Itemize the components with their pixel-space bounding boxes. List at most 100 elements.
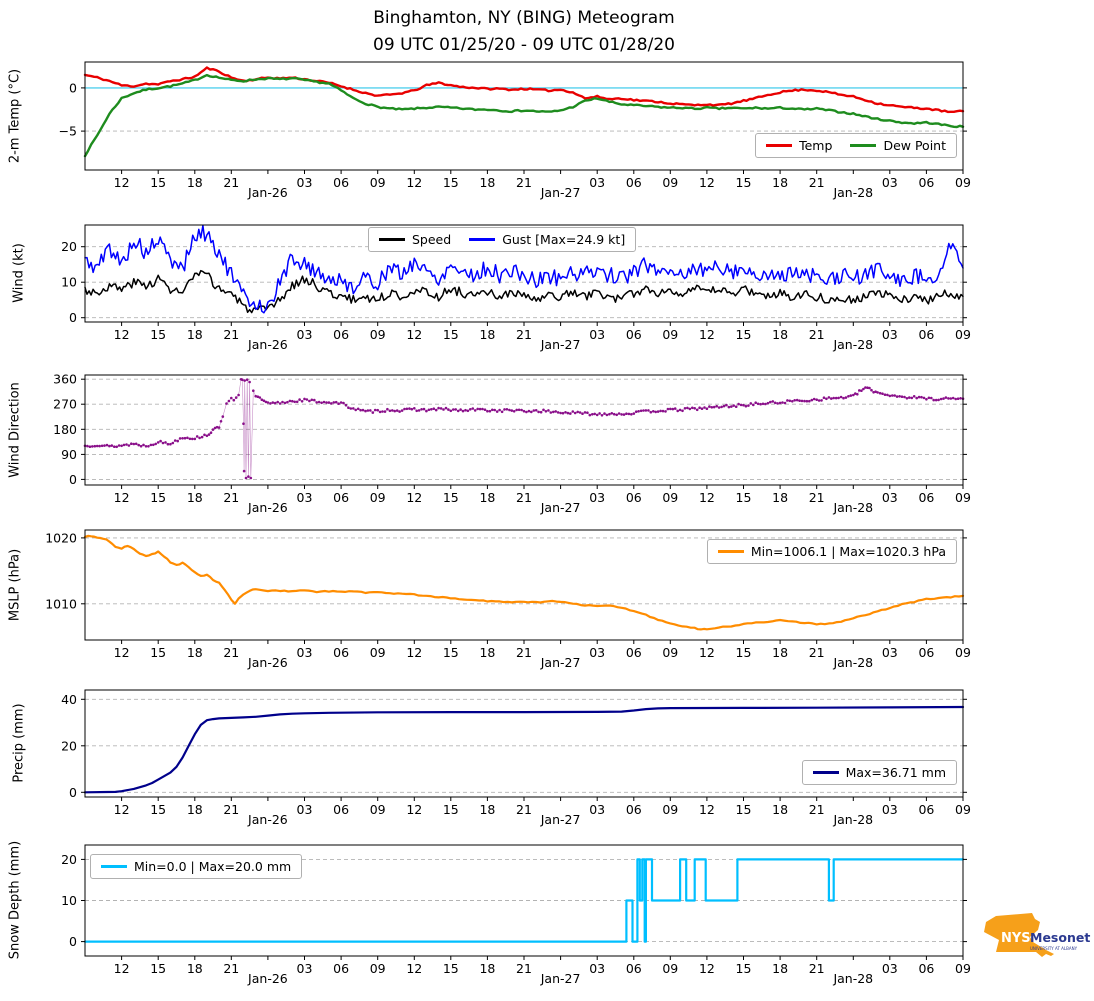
logo-nys-text: NYS (1001, 931, 1031, 946)
svg-text:12: 12 (114, 490, 130, 505)
temp-legend-label: Temp (799, 138, 833, 153)
svg-text:12: 12 (406, 175, 422, 190)
svg-text:0: 0 (69, 472, 77, 487)
gust-line-swatch (469, 238, 496, 241)
svg-text:09: 09 (370, 802, 386, 817)
svg-text:18: 18 (479, 645, 495, 660)
svg-text:06: 06 (918, 961, 934, 976)
svg-text:15: 15 (443, 645, 459, 660)
chart-title-line1: Binghamton, NY (BING) Meteogram (373, 8, 675, 28)
svg-text:Jan-26: Jan-26 (247, 971, 288, 986)
svg-text:06: 06 (333, 802, 349, 817)
svg-text:06: 06 (626, 175, 642, 190)
wind-y-axis-label: Wind (kt) (11, 243, 27, 303)
svg-text:18: 18 (187, 327, 203, 342)
svg-text:03: 03 (882, 645, 898, 660)
svg-text:15: 15 (150, 175, 166, 190)
nys-mesonet-logo: NYS Mesonet UNIVERSITY AT ALBANY (984, 913, 1090, 957)
svg-text:09: 09 (662, 490, 678, 505)
svg-text:18: 18 (479, 175, 495, 190)
dewpoint-legend-entry: Dew Point (850, 138, 946, 153)
svg-text:21: 21 (516, 490, 532, 505)
svg-text:15: 15 (736, 490, 752, 505)
svg-text:Jan-28: Jan-28 (832, 337, 873, 352)
svg-text:15: 15 (443, 490, 459, 505)
svg-text:18: 18 (187, 645, 203, 660)
logo-mesonet-text: Mesonet (1030, 930, 1090, 945)
svg-text:0: 0 (69, 80, 77, 95)
svg-text:15: 15 (150, 327, 166, 342)
mslp-legend-label: Min=1006.1 | Max=1020.3 hPa (750, 544, 946, 559)
svg-text:06: 06 (333, 490, 349, 505)
svg-text:06: 06 (333, 961, 349, 976)
svg-text:09: 09 (662, 802, 678, 817)
svg-text:15: 15 (736, 802, 752, 817)
svg-text:Jan-28: Jan-28 (832, 185, 873, 200)
svg-text:21: 21 (223, 802, 239, 817)
svg-text:20: 20 (61, 239, 77, 254)
svg-text:06: 06 (333, 645, 349, 660)
wind-panel: 0 10 20 12 15 18 21 Jan-26 03 06 09 12 15 18 21 Jan-27 0… (61, 224, 971, 352)
snow-legend-label: Min=0.0 | Max=20.0 mm (134, 859, 292, 874)
svg-text:0: 0 (69, 310, 77, 325)
svg-text:12: 12 (114, 175, 130, 190)
svg-text:180: 180 (53, 422, 77, 437)
dewpoint-line-swatch (850, 144, 877, 147)
svg-text:15: 15 (150, 961, 166, 976)
svg-text:18: 18 (187, 175, 203, 190)
wind-legend: Speed Gust [Max=24.9 kt] (368, 227, 637, 252)
precip-y-axis-label: Precip (mm) (11, 703, 27, 783)
speed-legend-label: Speed (412, 232, 452, 247)
svg-text:09: 09 (662, 327, 678, 342)
svg-text:09: 09 (955, 961, 971, 976)
svg-text:03: 03 (297, 175, 313, 190)
svg-text:06: 06 (626, 802, 642, 817)
mslp-legend-entry: Min=1006.1 | Max=1020.3 hPa (717, 544, 946, 559)
svg-text:03: 03 (589, 645, 605, 660)
svg-text:03: 03 (589, 490, 605, 505)
svg-text:15: 15 (736, 961, 752, 976)
svg-text:Jan-27: Jan-27 (540, 812, 581, 827)
svg-text:21: 21 (809, 175, 825, 190)
svg-text:03: 03 (297, 802, 313, 817)
svg-text:15: 15 (736, 645, 752, 660)
wind-direction-y-axis-label: Wind Direction (7, 382, 23, 478)
svg-text:09: 09 (370, 490, 386, 505)
svg-text:0: 0 (69, 785, 77, 800)
svg-text:18: 18 (479, 327, 495, 342)
svg-text:09: 09 (955, 327, 971, 342)
svg-text:18: 18 (187, 961, 203, 976)
svg-text:12: 12 (699, 327, 715, 342)
precip-line-swatch (812, 771, 839, 774)
svg-text:18: 18 (187, 802, 203, 817)
svg-text:21: 21 (809, 490, 825, 505)
precip-panel: 0 20 40 12 15 18 21 Jan-26 03 06 09 12 15 18 21 Jan-27 0… (61, 689, 971, 827)
svg-text:18: 18 (479, 961, 495, 976)
svg-text:15: 15 (150, 490, 166, 505)
svg-text:09: 09 (370, 961, 386, 976)
svg-text:15: 15 (443, 802, 459, 817)
svg-text:360: 360 (53, 372, 77, 387)
svg-text:15: 15 (150, 645, 166, 660)
mslp-y-axis-label: MSLP (hPa) (7, 548, 23, 622)
svg-text:06: 06 (918, 490, 934, 505)
svg-text:03: 03 (297, 490, 313, 505)
svg-text:Jan-26: Jan-26 (247, 500, 288, 515)
svg-text:21: 21 (809, 645, 825, 660)
mslp-panel: 1010 1020 12 15 18 21 Jan-26 03 06 09 12 15 18 21 Jan-… (45, 529, 971, 670)
svg-text:03: 03 (297, 645, 313, 660)
chart-title: Binghamton, NY (BING) Meteogram 09 UTC 0… (85, 5, 963, 59)
svg-text:18: 18 (187, 490, 203, 505)
svg-text:15: 15 (443, 327, 459, 342)
snow-depth-y-axis-label: Snow Depth (mm) (7, 840, 23, 960)
svg-text:03: 03 (589, 327, 605, 342)
svg-text:Jan-26: Jan-26 (247, 655, 288, 670)
svg-text:21: 21 (809, 327, 825, 342)
svg-text:10: 10 (61, 893, 77, 908)
svg-text:Jan-28: Jan-28 (832, 500, 873, 515)
svg-text:21: 21 (516, 175, 532, 190)
svg-text:18: 18 (772, 802, 788, 817)
svg-text:Jan-27: Jan-27 (540, 655, 581, 670)
